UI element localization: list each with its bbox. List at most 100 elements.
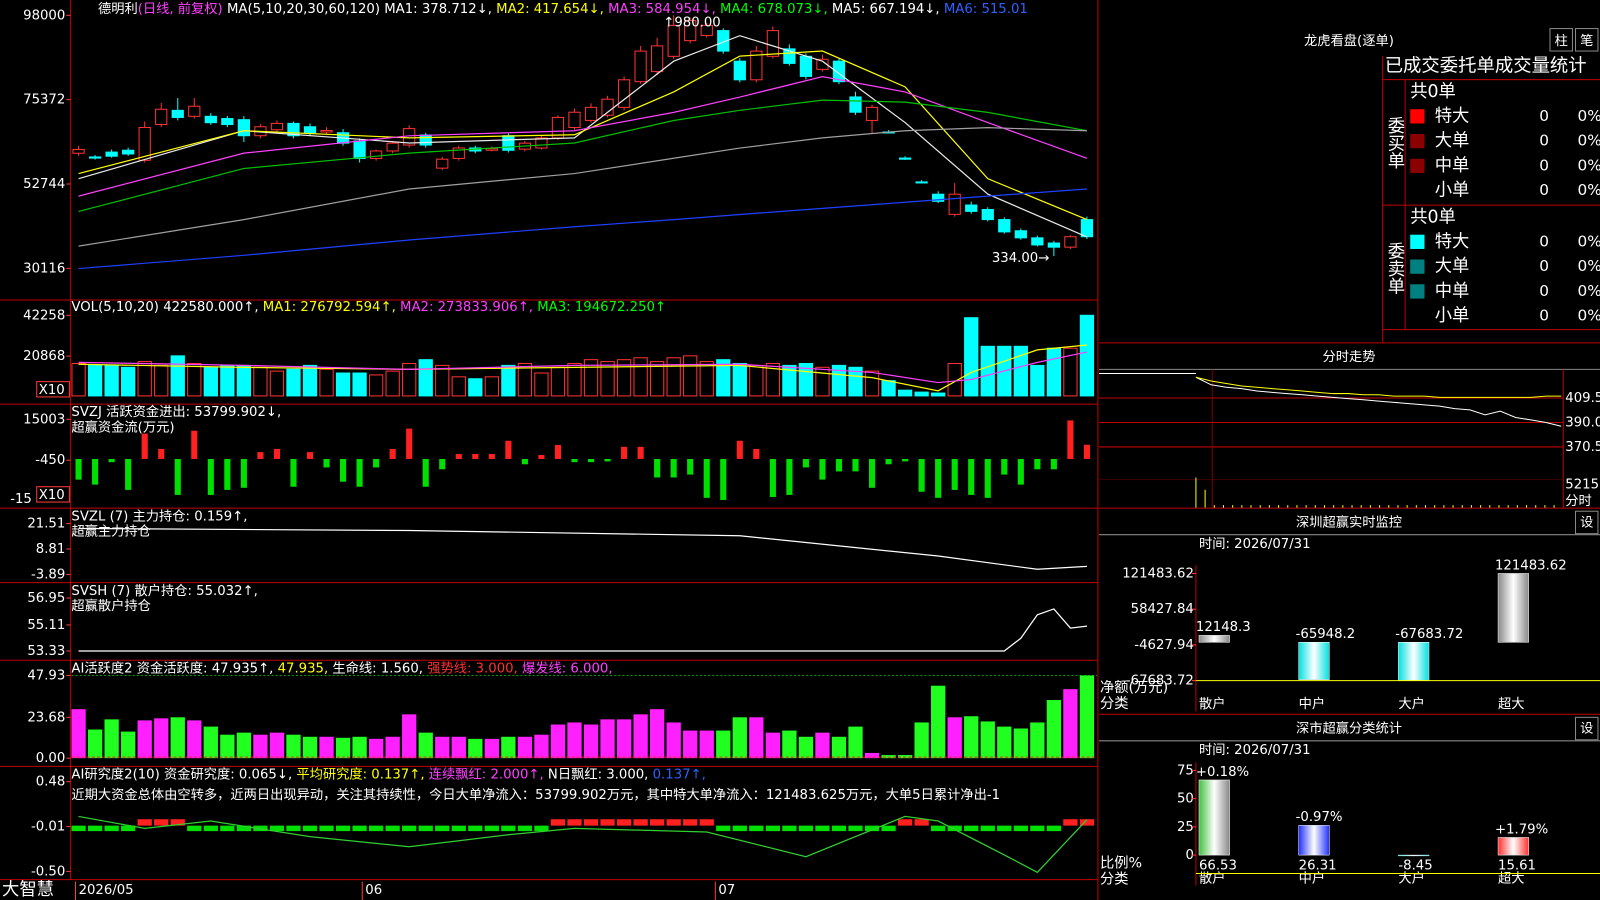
active-bar xyxy=(87,729,103,759)
flow-bar xyxy=(538,455,545,459)
scale-note: X10 xyxy=(39,488,65,503)
button[interactable]: 设 xyxy=(1580,721,1593,737)
header-segment: SVSH (7) 散户持仓: 55.032↑, xyxy=(71,582,257,599)
value-label: 66.53 xyxy=(1199,858,1237,873)
flow-bar xyxy=(621,446,628,459)
candle-body xyxy=(1047,242,1061,248)
flow-bar xyxy=(488,453,495,459)
candle-body xyxy=(502,135,515,151)
active-bar xyxy=(319,736,334,759)
button[interactable]: 设 xyxy=(1580,514,1593,530)
row-ratio: 0% xyxy=(1578,282,1600,300)
candle-body xyxy=(684,20,697,42)
change-label: +1.79% xyxy=(1495,822,1548,837)
flow-bar xyxy=(290,458,297,487)
button[interactable]: 笔 xyxy=(1580,33,1593,49)
row-name: 中单 xyxy=(1435,156,1470,176)
active-bar xyxy=(650,709,665,759)
candle-body xyxy=(237,119,250,137)
flow-bar xyxy=(1067,420,1074,459)
active-bar xyxy=(864,752,880,759)
research-bar xyxy=(550,819,566,826)
research-bar xyxy=(468,825,483,832)
y-tick-label: 56.95 xyxy=(27,591,65,606)
flow-bar xyxy=(670,458,677,478)
candle-body xyxy=(601,98,614,116)
brand: 大智慧 xyxy=(2,880,54,900)
button-frame[interactable] xyxy=(1549,28,1573,52)
active-bar xyxy=(683,730,698,759)
volume-bar xyxy=(666,357,681,397)
panel-header: AI研究度2(10) 资金研究度: 0.065↓, 平均研究度: 0.137↑,… xyxy=(71,766,705,782)
research-bar xyxy=(71,825,86,832)
button-frame[interactable] xyxy=(1575,28,1599,52)
research-bar xyxy=(203,825,218,832)
volume-bar xyxy=(534,372,549,397)
row-count: 0 xyxy=(1539,156,1549,174)
button-frame[interactable] xyxy=(1575,510,1599,535)
volume-bar xyxy=(170,355,185,397)
row-name: 小单 xyxy=(1435,306,1470,326)
category-label: 超大 xyxy=(1498,871,1525,887)
category-label: 大户 xyxy=(1398,695,1425,712)
flow-bar xyxy=(687,458,694,475)
research-bar xyxy=(914,819,929,826)
volume-bar xyxy=(633,357,648,397)
volume-bar xyxy=(335,372,351,397)
candle-body xyxy=(915,181,928,184)
candle-body xyxy=(865,106,879,121)
candle-body xyxy=(485,148,498,151)
candle-body xyxy=(320,129,333,133)
category-bar xyxy=(1398,854,1430,857)
flow-bar xyxy=(455,453,462,459)
row-name: 特大 xyxy=(1435,232,1470,252)
research-bar xyxy=(385,825,400,832)
flow-bar xyxy=(472,453,479,459)
volume-bar xyxy=(947,362,962,397)
flow-bar xyxy=(753,448,760,459)
flow-bar xyxy=(802,458,809,468)
volume-bar xyxy=(550,366,566,397)
active-bar xyxy=(980,721,995,759)
candle-body xyxy=(122,149,135,155)
active-bar xyxy=(236,732,252,759)
volume-bar xyxy=(848,366,863,397)
flow-bar xyxy=(868,458,876,488)
candle-body xyxy=(651,45,664,73)
y-tick-label: 50 xyxy=(1177,792,1194,807)
y-tick-label: -67683.72 xyxy=(1126,674,1194,689)
flow-bar xyxy=(769,458,776,498)
button[interactable]: 柱 xyxy=(1555,33,1568,49)
volume-bar xyxy=(600,361,615,397)
axis-label: 比例% xyxy=(1100,854,1142,871)
active-bar xyxy=(468,738,483,759)
active-bar xyxy=(666,722,681,759)
research-bar xyxy=(583,819,599,826)
research-bar xyxy=(435,825,450,832)
active-bar xyxy=(567,722,582,759)
flow-bar xyxy=(174,458,181,495)
active-bar xyxy=(368,738,384,759)
volume-bar xyxy=(650,361,665,397)
flow-bar xyxy=(1001,458,1008,475)
flow-bar xyxy=(521,458,528,465)
row-swatch xyxy=(1410,158,1425,174)
active-bar xyxy=(352,736,367,759)
candle-body xyxy=(981,208,994,221)
active-bar xyxy=(550,724,566,759)
active-bar xyxy=(170,717,185,759)
candle-body xyxy=(221,118,234,126)
ma-line xyxy=(78,35,1088,238)
y-tick-label: 21.51 xyxy=(27,516,65,531)
candle-body xyxy=(965,204,978,212)
candle-body xyxy=(568,111,581,129)
row-name: 特大 xyxy=(1435,106,1470,126)
button-frame[interactable] xyxy=(1575,716,1599,741)
panel-header: AI活跃度2 资金活跃度: 47.935↑, 47.935, 生命线: 1.56… xyxy=(71,659,612,676)
flow-bar xyxy=(356,458,363,487)
date-label: 06 xyxy=(365,883,382,898)
active-bar xyxy=(815,732,830,759)
row-ratio: 0% xyxy=(1578,132,1600,150)
volume-bar xyxy=(567,362,582,397)
volume-bar xyxy=(716,359,731,397)
